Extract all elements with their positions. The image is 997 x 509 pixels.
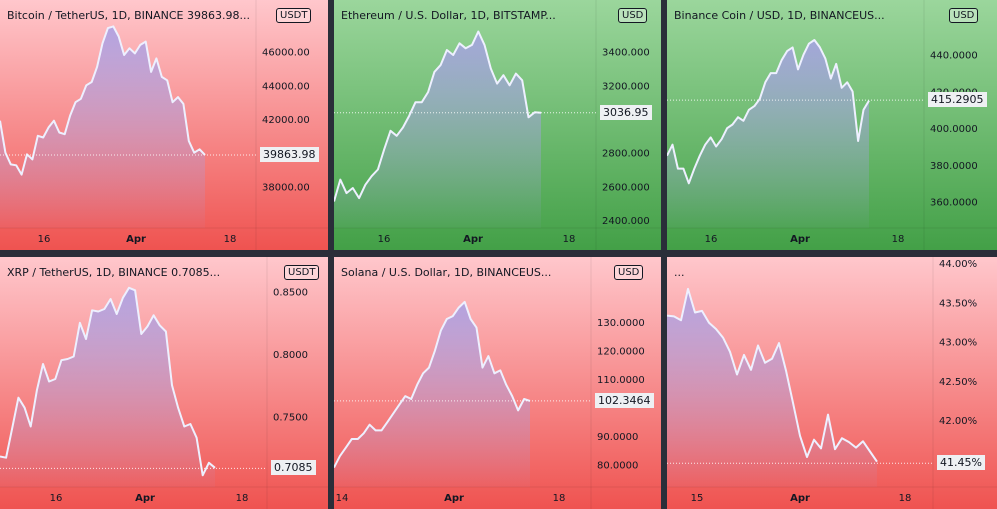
y-tick-label: 2800.000 [602,149,650,160]
y-tick-label: 90.0000 [597,432,638,443]
y-tick-label: 44000.00 [262,81,310,92]
y-tick-label: 38000.00 [262,182,310,193]
currency-badge[interactable]: USDT [276,8,312,23]
y-tick-label: 44.00% [939,259,977,270]
x-tick-label: 18 [899,493,912,504]
y-tick-label: 2400.000 [602,216,650,227]
chart-canvas[interactable]: 46000.0044000.0042000.0040000.0038000.00… [0,0,328,250]
x-tick-label: 16 [50,493,63,504]
currency-badge[interactable]: USD [949,8,979,23]
last-price-badge: 415.2905 [928,92,987,108]
chart-canvas[interactable]: 440.0000420.0000400.0000380.0000360.0000… [667,0,997,250]
symbol-title: Ethereum / U.S. Dollar, 1D, BITSTAMP... [341,9,556,22]
x-tick-label: 16 [38,234,51,245]
y-tick-label: 2600.000 [602,182,650,193]
x-tick-label: Apr [790,493,810,504]
series-area-fill [667,40,869,228]
y-tick-label: 0.8000 [273,350,308,361]
x-tick-label: Apr [126,234,146,245]
series-area-fill [334,31,541,228]
x-tick-label: 18 [224,234,237,245]
y-tick-label: 400.0000 [930,124,978,135]
y-tick-label: 110.0000 [597,375,645,386]
y-tick-label: 360.0000 [930,198,978,209]
x-tick-label: Apr [444,493,464,504]
y-tick-label: 42.50% [939,377,977,388]
currency-badge[interactable]: USD [618,8,648,23]
series-area-fill [0,26,205,229]
x-tick-label: 18 [553,493,566,504]
last-price-badge: 41.45% [937,455,985,471]
series-area-fill [334,301,530,487]
x-tick-label: 15 [691,493,704,504]
y-tick-label: 46000.00 [262,48,310,59]
chart-panel-ethereum[interactable]: 3400.000 3200.000 2800.000 2600.000 2400.000… [334,0,661,250]
symbol-title: Binance Coin / USD, 1D, BINANCEUS... [674,9,885,22]
y-tick-label: 130.0000 [597,318,645,329]
x-tick-label: 18 [892,234,905,245]
series-line [0,286,216,477]
chart-panel-dominance[interactable]: 44.00% 43.50% 43.00% 42.50% 42.00% 15 Apr 18 ..… [667,257,997,509]
y-tick-label: 440.0000 [930,51,978,62]
chart-panel-bitcoin[interactable]: 46000.0044000.0042000.0040000.0038000.00… [0,0,328,250]
y-tick-label: 0.7500 [273,413,308,424]
y-tick-label: 43.00% [939,338,977,349]
x-tick-label: 18 [563,234,576,245]
currency-badge[interactable]: USDT [284,265,320,280]
series-line [667,39,870,185]
y-tick-label: 380.0000 [930,161,978,172]
y-tick-label: 3200.000 [602,81,650,92]
chart-canvas[interactable]: 130.0000 120.0000 110.0000 90.0000 80.0000 14… [334,257,661,509]
chart-canvas[interactable]: 44.00% 43.50% 43.00% 42.50% 42.00% 15 Apr 18 [667,257,997,509]
x-tick-label: 18 [236,493,249,504]
y-tick-label: 80.0000 [597,461,638,472]
chart-canvas[interactable]: 3400.000 3200.000 2800.000 2600.000 2400.000… [334,0,661,250]
x-tick-label: Apr [790,234,810,245]
symbol-title: ... [674,266,685,279]
y-tick-label: 120.0000 [597,346,645,357]
x-tick-label: Apr [135,493,155,504]
y-tick-label: 42000.00 [262,115,310,126]
x-tick-label: 14 [336,493,349,504]
last-price-badge: 0.7085 [271,460,316,476]
chart-panel-solana[interactable]: 130.0000 120.0000 110.0000 90.0000 80.0000 14… [334,257,661,509]
y-tick-label: 0.8500 [273,288,308,299]
last-price-badge: 39863.98 [260,146,319,162]
series-line [334,30,542,202]
currency-badge[interactable]: USD [614,265,644,280]
symbol-title: Solana / U.S. Dollar, 1D, BINANCEUS... [341,266,552,279]
chart-panel-binance-coin[interactable]: 440.0000420.0000400.0000380.0000360.0000… [667,0,997,250]
y-tick-label: 42.00% [939,416,977,427]
series-line [667,287,878,463]
last-price-badge: 102.3464 [595,392,654,408]
series-area-fill [0,287,215,487]
series-line [0,25,206,176]
y-tick-label: 3400.000 [602,48,650,59]
y-tick-label: 43.50% [939,298,977,309]
symbol-title: Bitcoin / TetherUS, 1D, BINANCE 39863.98… [7,9,250,22]
x-tick-label: 16 [378,234,391,245]
last-price-badge: 3036.95 [600,104,652,120]
series-line [334,300,531,469]
x-tick-label: 16 [705,234,718,245]
symbol-title: XRP / TetherUS, 1D, BINANCE 0.7085... [7,266,221,279]
series-area-fill [667,288,877,487]
chart-panel-xrp[interactable]: 0.8500 0.8000 0.7500 16 Apr 18 XRP / TetherUS… [0,257,328,509]
x-tick-label: Apr [463,234,483,245]
